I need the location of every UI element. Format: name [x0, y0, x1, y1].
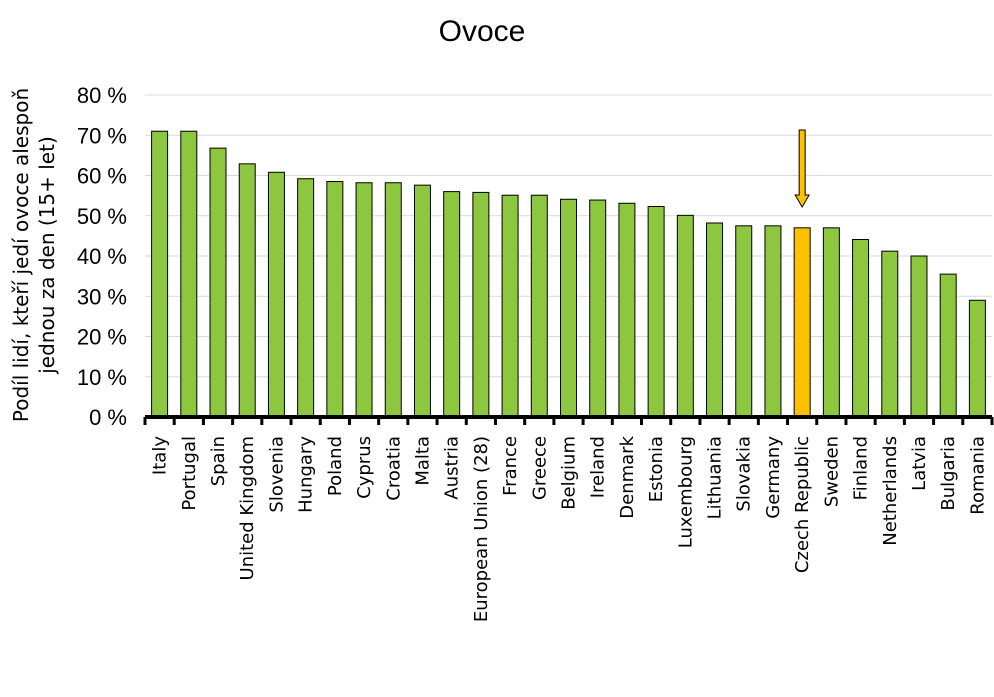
bar-greece [530, 194, 548, 418]
bar-luxembourg [676, 214, 694, 418]
x-tick-label: Denmark [617, 435, 638, 518]
x-tick-label: Lithuania [705, 436, 726, 519]
bar-france [501, 194, 519, 418]
x-axis [143, 415, 994, 425]
x-tick-label: Croatia [383, 436, 404, 501]
x-tick-labels: Italy Portugal Spain United Kingdom Slovenia… [150, 435, 989, 622]
x-tick-label: Luxembourg [675, 436, 696, 548]
x-tick-label: Latvia [909, 436, 930, 491]
x-tick-label: Italy [150, 436, 171, 475]
x-tick-label: Spain [208, 436, 229, 486]
x-tick-label: Czech Republic [792, 436, 813, 573]
bar-germany [764, 225, 782, 418]
bar-bulgaria [939, 273, 957, 418]
x-tick-label: Hungary [296, 436, 317, 513]
annotations [794, 129, 811, 208]
x-tick-label: Greece [529, 436, 550, 500]
bar-denmark [618, 202, 636, 418]
y-tick-label: 40 % [77, 244, 127, 269]
bar-belgium [560, 198, 577, 418]
y-axis-label-line-1: Podíl lidí, kteří jedí ovoce alespoň [9, 88, 33, 422]
x-tick-label: Estonia [646, 436, 667, 502]
x-tick-label: Poland [325, 436, 346, 496]
chart-title: Ovoce [439, 15, 526, 48]
x-tick-label: Belgium [559, 436, 580, 510]
y-tick-label: 60 % [77, 164, 127, 189]
x-tick-label: Malta [412, 436, 433, 486]
y-tick-label: 30 % [77, 284, 127, 309]
y-tick-label: 70 % [77, 123, 127, 148]
bar-lithuania [706, 222, 724, 418]
y-tick-label: 50 % [77, 204, 127, 229]
bar-united-kingdom [238, 163, 256, 418]
down-arrow-icon [794, 129, 811, 208]
bar-slovakia [735, 225, 753, 418]
x-tick-label: Bulgaria [938, 436, 959, 511]
x-tick-label: Netherlands [880, 436, 901, 546]
x-tick-label: Portugal [179, 436, 200, 511]
bar-netherlands [881, 250, 899, 418]
x-tick-label: Finland [851, 436, 872, 500]
bar-croatia [384, 182, 402, 418]
x-tick-label: Romania [967, 436, 988, 515]
x-tick-label: France [500, 436, 521, 496]
bar-spain [209, 147, 227, 418]
bar-czech-republic [793, 227, 811, 418]
bar-estonia [647, 205, 665, 418]
y-axis-label: Podíl lidí, kteří jedí ovoce alespoň jed… [9, 88, 59, 422]
bar-finland [852, 238, 870, 418]
y-tick-label: 0 % [89, 405, 127, 430]
bar-latvia [910, 255, 928, 418]
bar-portugal [180, 130, 198, 418]
x-tick-label: United Kingdom [237, 436, 258, 580]
x-tick-label: Ireland [588, 436, 609, 498]
x-tick-label: Austria [442, 436, 463, 500]
bars [151, 130, 986, 418]
bar-slovenia [267, 171, 285, 418]
bar-austria [443, 191, 461, 418]
x-tick-label: Sweden [821, 436, 842, 507]
y-tick-label: 80 % [77, 83, 127, 108]
y-axis-label-line-2: jednou za den (15+ let) [35, 136, 59, 375]
x-tick-label: Germany [763, 436, 784, 519]
x-tick-label: Slovakia [734, 436, 755, 512]
bar-hungary [297, 178, 315, 418]
bar-italy [151, 130, 169, 418]
bar-sweden [822, 227, 840, 418]
y-tick-label: 10 % [77, 365, 127, 390]
x-tick-label: Cyprus [354, 436, 375, 499]
bar-malta [413, 184, 431, 418]
bar-cyprus [355, 182, 373, 418]
bar-ireland [589, 199, 607, 418]
x-tick-label: European Union (28) [471, 436, 492, 622]
bar-poland [326, 181, 344, 418]
x-tick-label: Slovenia [266, 436, 287, 513]
bar-european-union-28 [472, 191, 490, 418]
y-tick-label: 20 % [77, 325, 127, 350]
y-tick-labels: 0 % 10 % 20 % 30 % 40 % 50 % 60 % 70 % 80 % [77, 83, 127, 430]
bar-romania [968, 299, 986, 418]
